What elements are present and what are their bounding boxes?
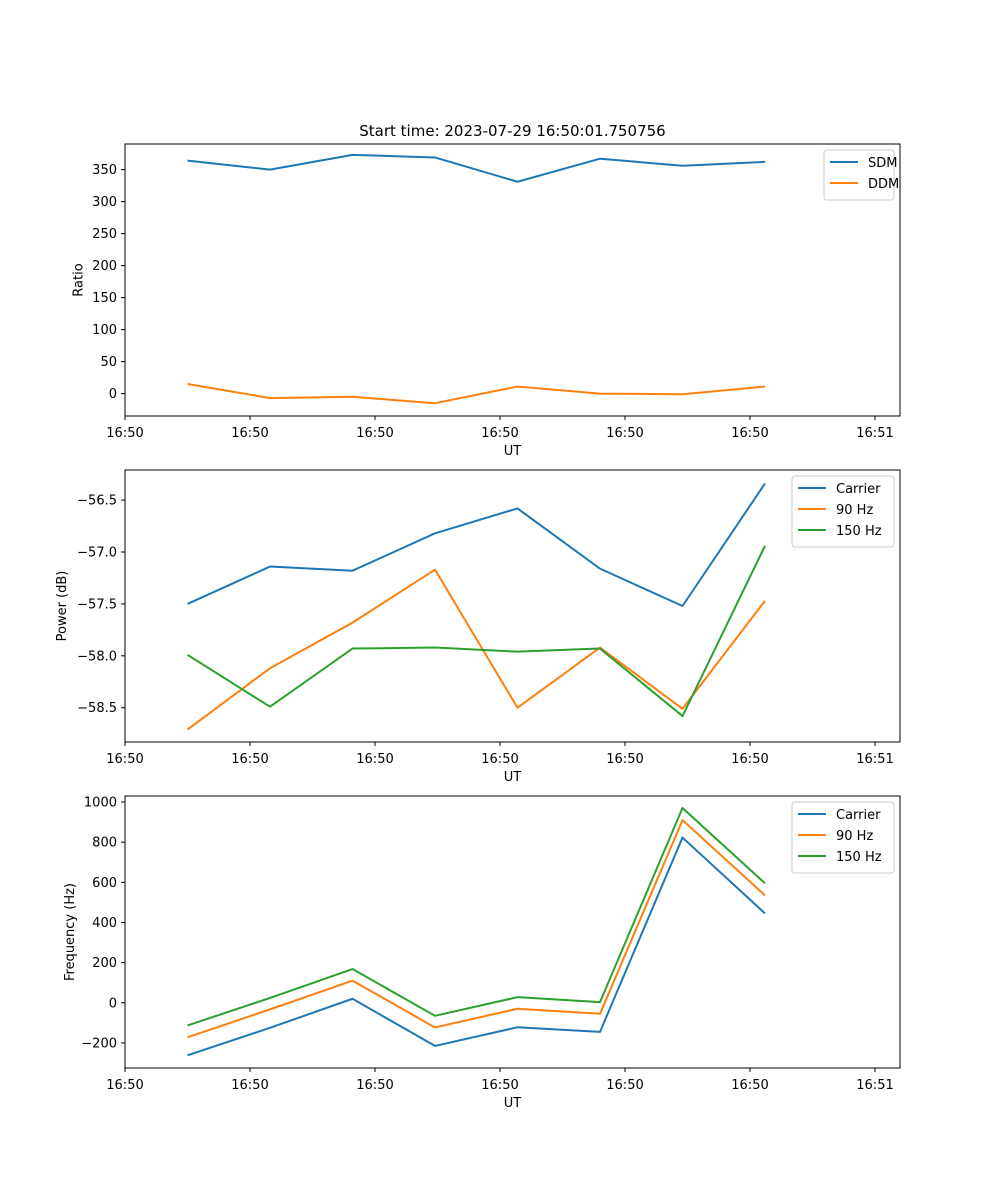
chart-panel-ratio: 0 50 100 150 200 250 300 350 16:50 16:50 16:50 16:5… <box>71 122 901 459</box>
x-tick-label: 16:50 <box>731 426 768 441</box>
series-line-90-hz <box>186 568 766 731</box>
legend-label: SDM <box>868 156 897 171</box>
x-tick-label: 16:50 <box>606 426 643 441</box>
y-tick-label: −200 <box>81 1036 117 1051</box>
legend-label: Carrier <box>836 808 881 823</box>
x-tick-label: 16:51 <box>856 1078 893 1093</box>
y-tick-label: 200 <box>92 956 117 971</box>
chart-title: Start time: 2023-07-29 16:50:01.750756 <box>359 122 665 140</box>
x-tick-label: 16:51 <box>856 752 893 767</box>
x-tick-label: 16:50 <box>231 752 268 767</box>
y-axis-label: Power (dB) <box>55 571 70 642</box>
legend: SDM DDM <box>823 149 899 201</box>
x-tick-label: 16:50 <box>356 1078 393 1093</box>
legend-label: Carrier <box>836 482 881 497</box>
y-tick-label: −58.0 <box>77 649 117 664</box>
chart-panel-power: −58.5 −58.0 −57.5 −57.0 −56.5 16:50 16:50 16:50… <box>55 469 901 785</box>
x-tick-label: 16:50 <box>606 752 643 767</box>
x-tick-label: 16:50 <box>106 1078 143 1093</box>
series-line-ddm <box>187 383 766 405</box>
x-tick-label: 16:50 <box>481 752 518 767</box>
series-line-sdm <box>187 153 766 183</box>
y-tick-label: 100 <box>92 323 117 338</box>
x-axis-label: UT <box>504 444 522 459</box>
series-line-90-hz <box>187 819 766 1039</box>
y-tick-label: 200 <box>92 259 117 274</box>
legend-label: DDM <box>868 177 899 192</box>
y-tick-label: −56.5 <box>77 494 117 509</box>
y-tick-label: −57.5 <box>77 597 117 612</box>
axes-frame <box>124 795 901 1069</box>
x-axis-label: UT <box>504 770 522 785</box>
y-tick-label: 600 <box>92 876 117 891</box>
chart-panels: 0 50 100 150 200 250 300 350 16:50 16:50 16:50 16:5… <box>55 122 901 1111</box>
y-tick-label: 300 <box>92 195 117 210</box>
axes-frame <box>124 143 901 417</box>
x-tick-label: 16:51 <box>856 426 893 441</box>
axes-frame <box>124 469 901 743</box>
y-tick-label: −57.0 <box>77 546 117 561</box>
x-tick-label: 16:50 <box>481 426 518 441</box>
y-tick-label: 800 <box>92 836 117 851</box>
plot-area <box>125 796 900 1068</box>
x-axis-label: UT <box>504 1096 522 1111</box>
plot-area <box>125 144 900 416</box>
legend-label: 90 Hz <box>836 503 873 518</box>
x-tick-label: 16:50 <box>231 426 268 441</box>
series-line-carrier <box>187 836 766 1057</box>
y-tick-label: −58.5 <box>77 701 117 716</box>
y-tick-label: 150 <box>92 291 117 306</box>
x-tick-label: 16:50 <box>106 752 143 767</box>
y-axis-label: Frequency (Hz) <box>63 883 78 981</box>
y-tick-label: 0 <box>109 387 117 402</box>
series-line-carrier <box>187 482 766 607</box>
y-axis-label: Ratio <box>71 263 86 296</box>
x-tick-label: 16:50 <box>231 1078 268 1093</box>
legend-label: 150 Hz <box>836 524 882 539</box>
y-tick-label: 50 <box>100 355 117 370</box>
legend-label: 150 Hz <box>836 850 882 865</box>
y-tick-label: 350 <box>92 163 117 178</box>
legend-label: 90 Hz <box>836 829 873 844</box>
series-line-150-hz <box>186 545 766 718</box>
legend: Carrier 90 Hz 150 Hz <box>791 801 895 874</box>
x-tick-label: 16:50 <box>606 1078 643 1093</box>
series-line-150-hz <box>187 807 766 1027</box>
x-tick-label: 16:50 <box>481 1078 518 1093</box>
chart-panel-frequency: −200 0 200 400 600 800 1000 16:50 16:50 16:50 16:5… <box>63 795 901 1111</box>
y-tick-label: 400 <box>92 916 117 931</box>
legend: Carrier 90 Hz 150 Hz <box>791 475 895 548</box>
x-tick-label: 16:50 <box>106 426 143 441</box>
x-tick-label: 16:50 <box>356 752 393 767</box>
y-tick-label: 250 <box>92 227 117 242</box>
x-tick-label: 16:50 <box>356 426 393 441</box>
x-tick-label: 16:50 <box>731 1078 768 1093</box>
x-tick-label: 16:50 <box>731 752 768 767</box>
y-tick-label: 1000 <box>84 796 117 811</box>
y-tick-label: 0 <box>109 996 117 1011</box>
